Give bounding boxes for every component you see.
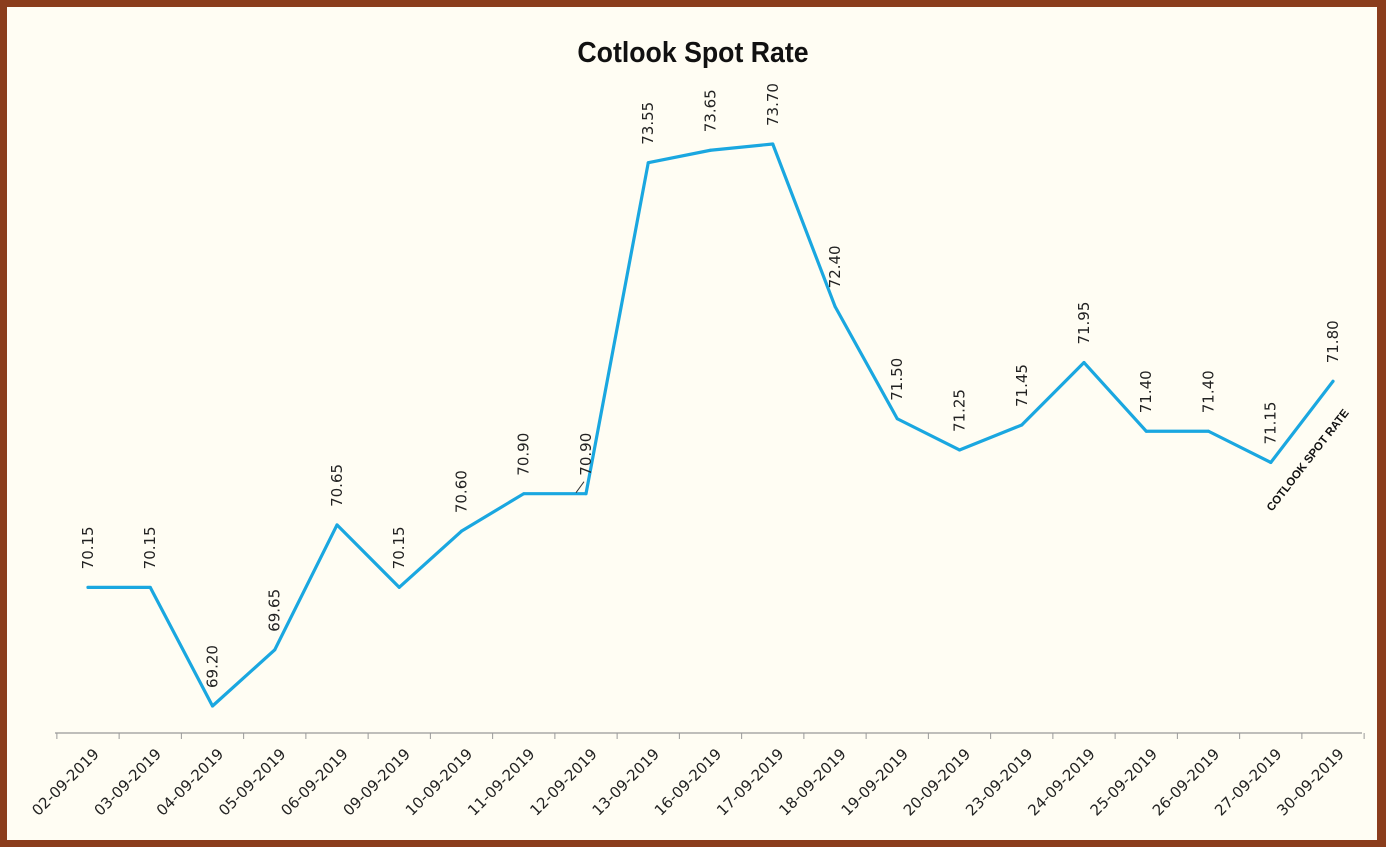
data-point xyxy=(460,529,463,533)
data-label: 71.40 xyxy=(1200,370,1218,413)
data-label: 70.90 xyxy=(577,433,595,476)
data-label: 70.15 xyxy=(390,526,408,569)
data-label: 72.40 xyxy=(826,245,844,288)
data-label: 71.40 xyxy=(1137,370,1155,413)
data-label: 70.90 xyxy=(515,433,533,476)
data-point xyxy=(1269,460,1273,464)
chart-title: Cotlook Spot Rate xyxy=(577,37,809,69)
data-point xyxy=(833,304,837,308)
data-point xyxy=(522,492,526,496)
x-tick-label: 30-09-2019 xyxy=(1273,745,1347,819)
data-point xyxy=(771,142,775,146)
data-label: 73.70 xyxy=(764,83,782,126)
data-label: 71.25 xyxy=(951,389,969,432)
data-label: 73.65 xyxy=(702,89,720,132)
data-point xyxy=(1207,429,1210,433)
data-point xyxy=(709,148,712,152)
data-label: 71.15 xyxy=(1262,402,1280,445)
data-point xyxy=(895,417,899,421)
data-point xyxy=(273,648,277,652)
data-point xyxy=(646,161,650,165)
data-point xyxy=(397,585,401,589)
data-label: 71.95 xyxy=(1075,302,1093,345)
data-point xyxy=(584,492,588,496)
data-label-leader xyxy=(575,481,585,493)
data-point xyxy=(1331,379,1335,383)
data-label: 70.60 xyxy=(453,470,471,513)
data-point xyxy=(1020,423,1024,427)
data-label: 69.65 xyxy=(266,589,284,632)
data-point xyxy=(148,585,152,589)
data-label: 70.15 xyxy=(141,526,159,569)
data-point xyxy=(1082,361,1086,365)
data-label: 71.80 xyxy=(1324,320,1342,363)
data-label: 70.65 xyxy=(328,464,346,507)
data-label: 73.55 xyxy=(639,102,657,145)
data-point xyxy=(958,448,961,452)
data-point xyxy=(86,585,90,589)
data-point xyxy=(335,523,339,527)
data-label: 69.20 xyxy=(204,645,222,688)
data-label: 70.15 xyxy=(79,526,97,569)
data-label: 71.45 xyxy=(1013,364,1031,407)
data-point xyxy=(211,704,214,708)
data-label: 71.50 xyxy=(888,358,906,401)
data-point xyxy=(1144,429,1148,433)
